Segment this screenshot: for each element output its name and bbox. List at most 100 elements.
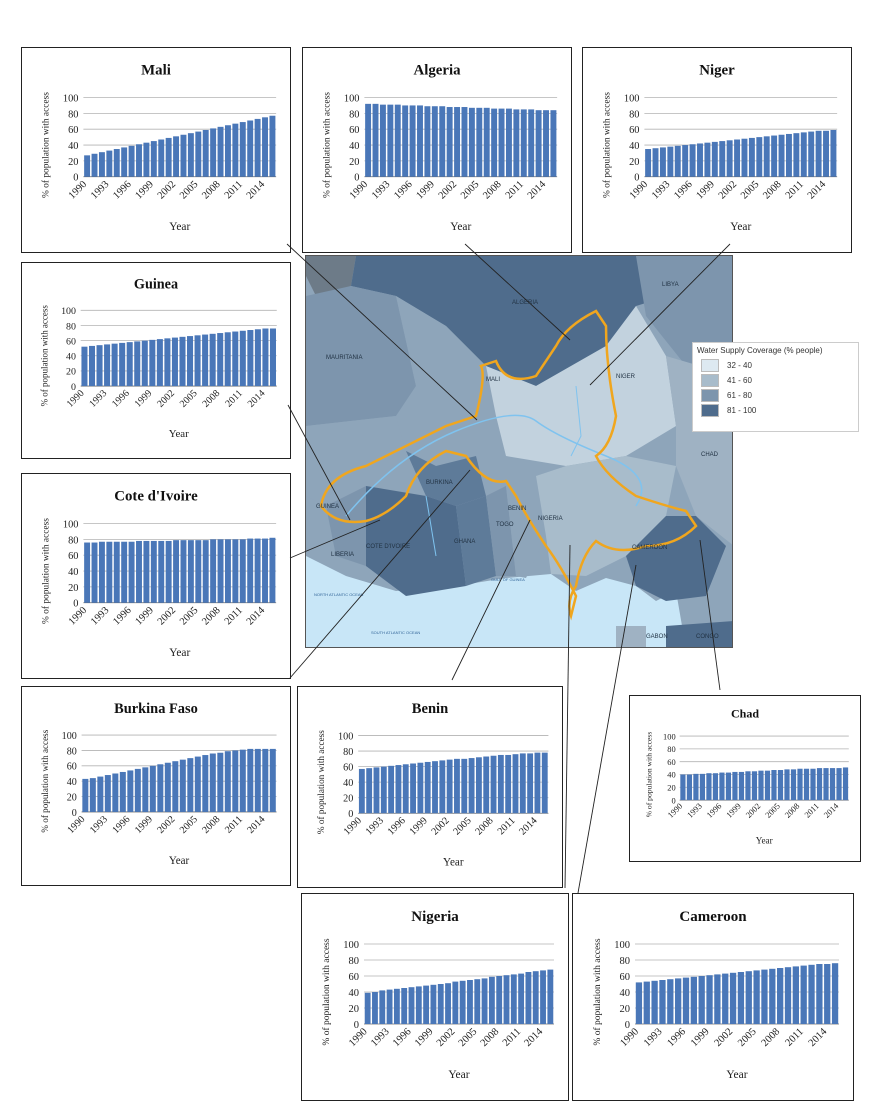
x-tick-label: 2005 xyxy=(457,1026,480,1049)
bar xyxy=(461,107,468,177)
bar xyxy=(719,141,726,177)
map-label-guinea: GUINEA xyxy=(316,504,339,510)
bar xyxy=(209,753,216,812)
x-axis-label: Year xyxy=(756,835,773,845)
bar xyxy=(797,768,803,801)
map-label-mali: MALI xyxy=(486,377,500,383)
bar xyxy=(165,137,172,177)
legend-swatch xyxy=(701,404,719,417)
x-tick-label: 1993 xyxy=(88,814,110,836)
x-tick-label: 1996 xyxy=(672,179,694,201)
y-tick-label: 80 xyxy=(67,746,77,757)
y-tick-label: 0 xyxy=(354,173,359,184)
bar xyxy=(408,987,415,1024)
bar xyxy=(468,758,475,814)
x-tick-label: 1990 xyxy=(666,802,684,820)
bar xyxy=(98,152,105,177)
bar xyxy=(498,108,505,177)
bar xyxy=(763,136,770,177)
bar xyxy=(401,988,408,1024)
bar xyxy=(751,771,758,801)
map-label-congo: CONGO xyxy=(696,634,719,640)
bar xyxy=(771,770,777,801)
y-tick-label: 100 xyxy=(62,731,77,742)
bar xyxy=(712,773,719,801)
bar xyxy=(476,107,483,177)
bar xyxy=(543,110,549,177)
bar xyxy=(387,104,394,177)
map-label-north-atlantic: NORTH ATLANTIC OCEAN xyxy=(314,592,364,597)
bar xyxy=(547,969,554,1024)
chart-panel-burkina-faso: Burkina Faso 0 20 40 60 80 100 1990 1993 1996 1999… xyxy=(21,686,291,886)
y-tick-label: 80 xyxy=(343,747,353,758)
bar xyxy=(758,770,764,801)
bar xyxy=(136,144,142,177)
bar xyxy=(651,980,658,1024)
bar xyxy=(446,759,453,814)
bar xyxy=(745,771,751,801)
bar xyxy=(734,139,741,177)
bar xyxy=(512,754,519,814)
map-legend: Water Supply Coverage (% people) 32 - 40… xyxy=(692,342,859,432)
chart-title: Cameroon xyxy=(679,909,747,925)
bar xyxy=(439,106,446,177)
bar xyxy=(239,539,246,603)
y-tick-label: 20 xyxy=(349,157,359,168)
bar xyxy=(550,110,557,177)
bar xyxy=(823,130,829,177)
chart-title: Chad xyxy=(731,707,759,721)
y-tick-label: 60 xyxy=(349,972,360,983)
bar xyxy=(217,333,224,387)
x-tick-label: 1990 xyxy=(65,814,87,836)
bar xyxy=(128,145,135,177)
bar xyxy=(777,770,784,801)
y-tick-label: 100 xyxy=(61,306,76,317)
bar xyxy=(394,104,401,177)
x-tick-label: 2002 xyxy=(156,605,178,627)
bar xyxy=(150,540,157,603)
bar xyxy=(417,762,424,814)
bar xyxy=(518,973,525,1024)
bar xyxy=(149,339,156,387)
y-axis-label: % of population with access xyxy=(322,92,333,198)
bar xyxy=(224,332,231,387)
y-axis-label: % of population with access xyxy=(645,732,654,818)
x-tick-label: 1993 xyxy=(642,1026,665,1049)
chart-panel-nigeria: Nigeria 0 20 40 60 80 100 1990 1993 1996 1999 2002 2… xyxy=(301,893,569,1101)
x-tick-label: 1996 xyxy=(705,802,723,820)
x-tick-label: 1996 xyxy=(391,1026,414,1049)
bar xyxy=(439,760,446,814)
bar xyxy=(722,973,729,1024)
chart-svg: Mali 0 20 40 60 80 100 1990 1993 1996 1999 2002 2005… xyxy=(41,63,277,233)
y-tick-label: 100 xyxy=(343,940,359,951)
bar xyxy=(150,141,157,177)
bar xyxy=(202,755,209,812)
x-tick-label: 1990 xyxy=(342,815,364,837)
x-tick-label: 1993 xyxy=(686,802,704,820)
bar xyxy=(445,983,451,1024)
x-tick-label: 2011 xyxy=(223,605,245,627)
y-tick-label: 0 xyxy=(73,173,78,184)
bar xyxy=(402,764,409,814)
x-tick-label: 1996 xyxy=(111,605,133,627)
x-tick-label: 1996 xyxy=(111,179,133,201)
bar xyxy=(379,104,386,177)
bar xyxy=(830,129,837,177)
bar xyxy=(831,963,839,1024)
x-tick-label: 2008 xyxy=(479,1026,502,1049)
x-tick-label: 1996 xyxy=(665,1026,688,1049)
legend-label: 61 - 80 xyxy=(727,391,752,400)
bar xyxy=(505,754,512,814)
bar xyxy=(187,336,194,387)
bar xyxy=(379,990,386,1024)
legend-row: 61 - 80 xyxy=(697,388,854,403)
bar xyxy=(134,341,141,387)
bar xyxy=(667,979,674,1024)
y-axis-label: % of population with access xyxy=(592,938,603,1045)
x-tick-label: 1990 xyxy=(67,179,89,201)
bar xyxy=(97,776,104,812)
bar xyxy=(528,109,535,177)
bar xyxy=(195,131,202,177)
